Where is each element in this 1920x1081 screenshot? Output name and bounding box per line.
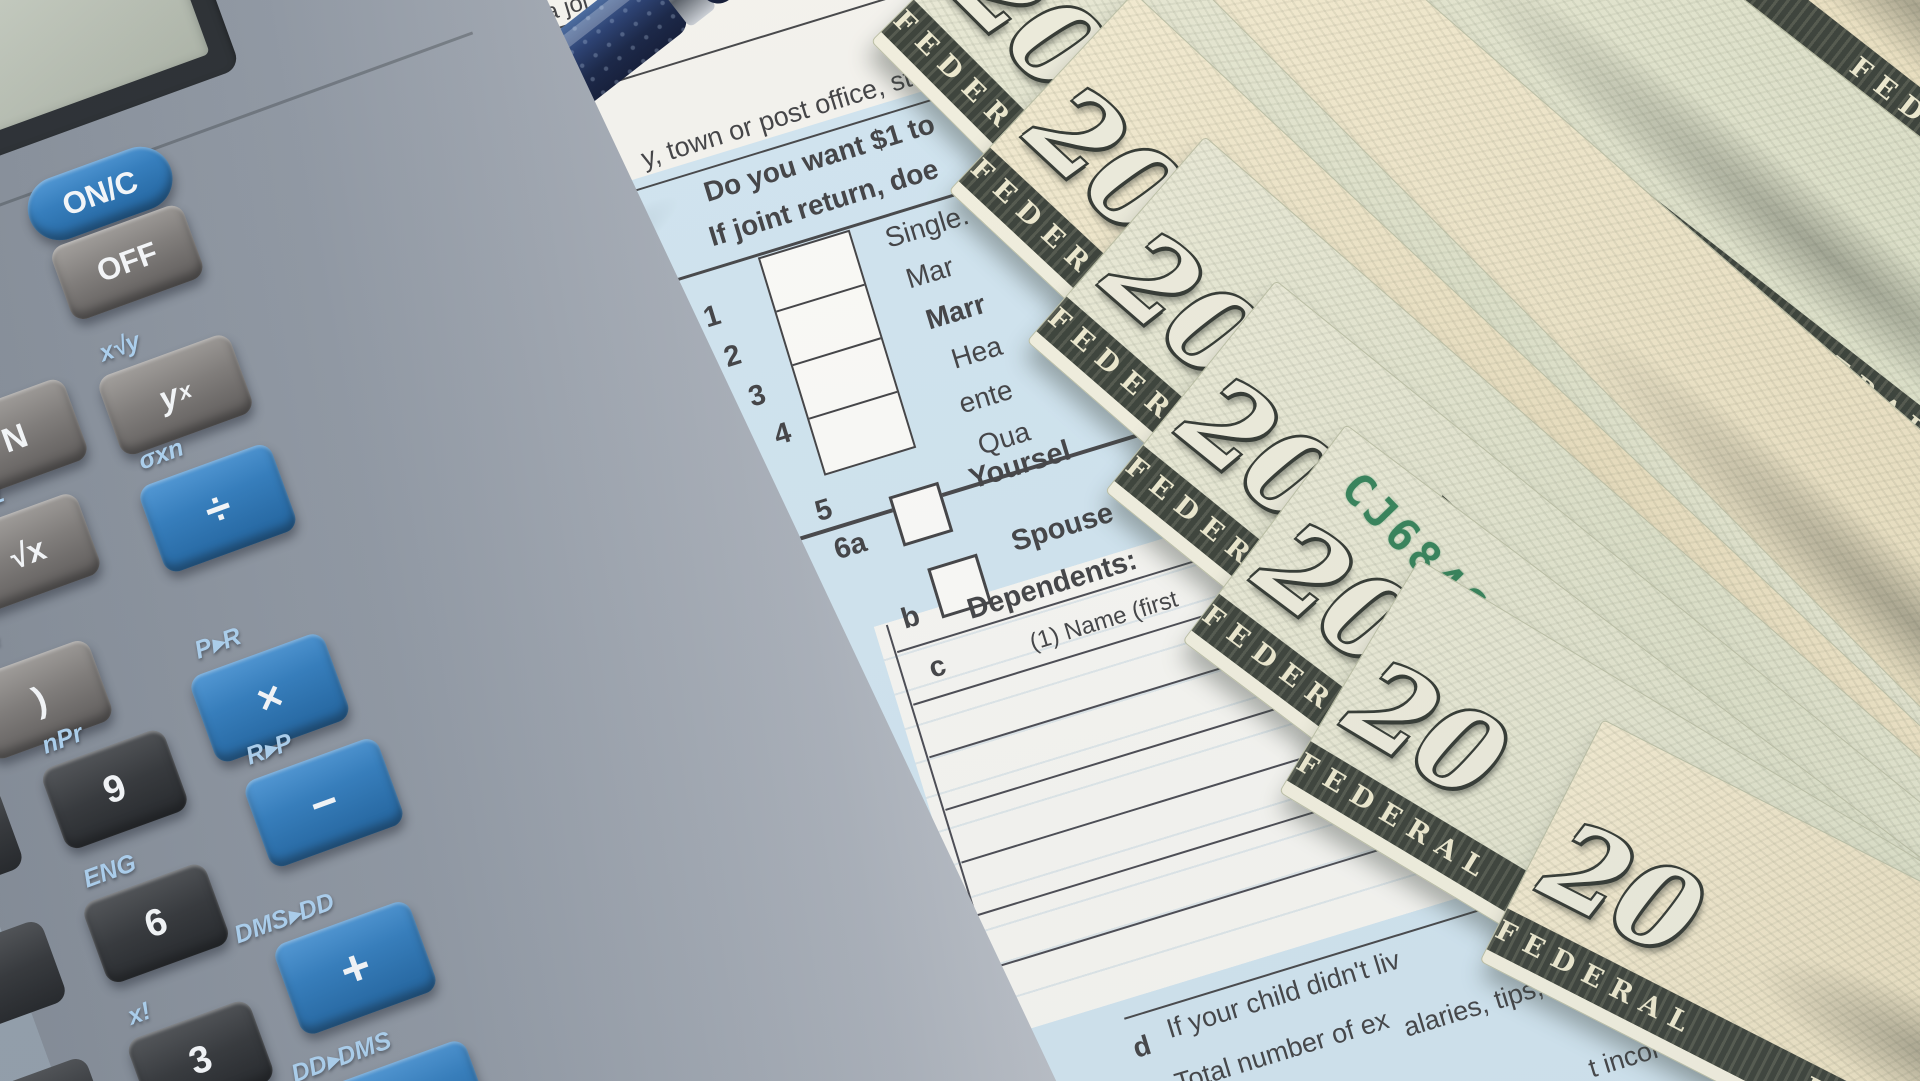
photo-scene: LABEL Fo Label (See Instructions on page…: [0, 0, 1920, 1081]
